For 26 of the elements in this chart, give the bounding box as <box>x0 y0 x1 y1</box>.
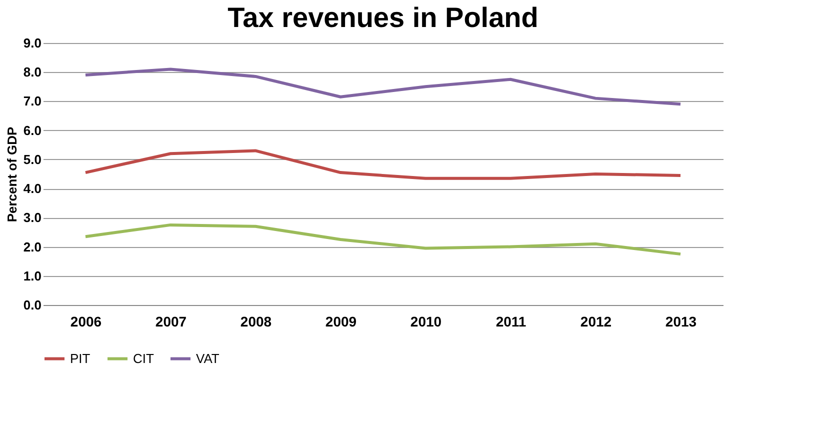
x-tick-label: 2012 <box>580 314 612 330</box>
x-tick-label: 2007 <box>155 314 187 330</box>
chart-title: Tax revenues in Poland <box>228 2 538 33</box>
x-tick-label: 2011 <box>496 314 526 330</box>
y-tick-label: 6.0 <box>23 122 42 138</box>
legend-label: CIT <box>133 350 154 366</box>
y-tick-label: 2.0 <box>23 239 42 254</box>
y-tick-label: 5.0 <box>23 152 42 167</box>
y-tick-label: 4.0 <box>23 181 42 196</box>
legend-label: PIT <box>70 350 90 366</box>
line-series <box>84 149 682 180</box>
y-tick-label: 8.0 <box>23 64 42 80</box>
y-tick-label: 3.0 <box>23 210 42 226</box>
x-tick-label: 2009 <box>325 314 357 330</box>
x-tick-label: 2010 <box>410 314 442 330</box>
y-tick-label: 1.0 <box>23 268 42 284</box>
y-axis-title: Percent of GDP <box>4 126 20 222</box>
line-series <box>84 68 682 106</box>
y-tick-label: 9.0 <box>23 36 42 50</box>
legend-label: VAT <box>196 350 220 366</box>
line-series <box>84 223 682 256</box>
y-tick-label: 0.0 <box>23 298 42 312</box>
y-tick-label: 7.0 <box>23 94 42 109</box>
x-tick-label: 2013 <box>665 314 697 330</box>
x-tick-label: 2008 <box>240 314 272 330</box>
x-tick-label: 2006 <box>70 314 102 330</box>
